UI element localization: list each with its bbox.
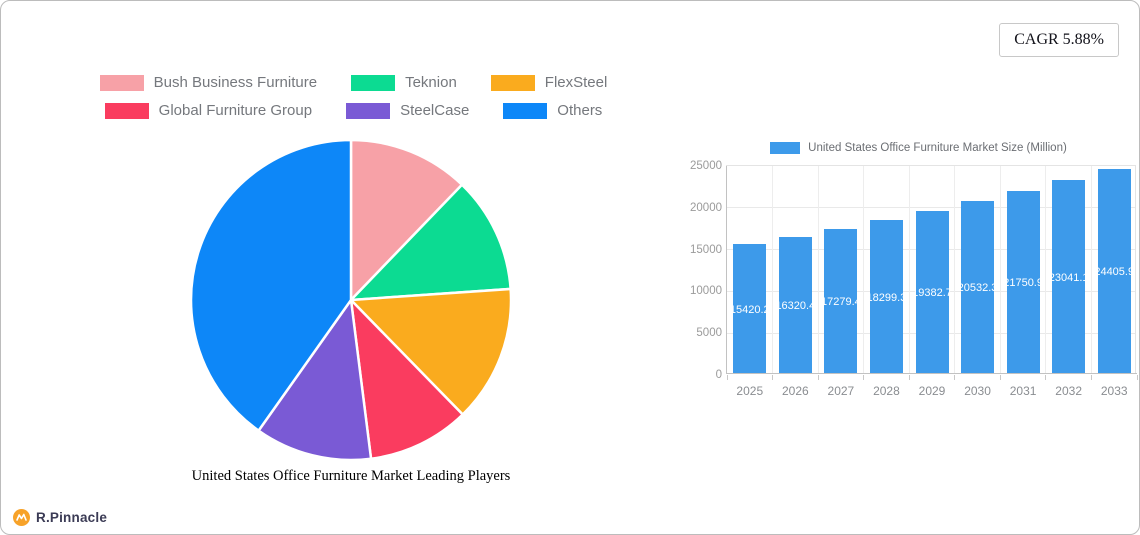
legend-item-global-furniture-group[interactable]: Global Furniture Group [104, 102, 313, 119]
gridline-vertical [817, 166, 819, 373]
bar-2030[interactable] [961, 201, 995, 373]
bar-2032[interactable] [1052, 180, 1086, 373]
x-axis-tick [1090, 375, 1092, 380]
pie-legend: Bush Business Furniture Teknion FlexSteel … [71, 74, 636, 119]
pinnacle-logo-icon [13, 509, 30, 526]
x-axis-tick [863, 375, 865, 380]
bar-2027[interactable] [824, 228, 858, 373]
y-axis-line [726, 166, 727, 373]
pie-legend-row-1: Bush Business Furniture Teknion FlexSteel [71, 74, 636, 91]
legend-swatch-global-furniture-group [104, 102, 149, 119]
x-axis-tick [726, 375, 728, 380]
x-axis-line [726, 373, 1137, 374]
gridline-horizontal [727, 207, 1135, 209]
legend-item-others[interactable]: Others [503, 102, 602, 119]
x-axis-tick-label: 2032 [1055, 384, 1082, 398]
x-axis-tick [1045, 375, 1047, 380]
bar-legend-label: United States Office Furniture Market Si… [808, 142, 1067, 154]
gridline-vertical [772, 166, 774, 373]
x-axis-tick-label: 2028 [873, 384, 900, 398]
bar-2026[interactable] [778, 236, 812, 373]
x-axis-tick [954, 375, 956, 380]
x-axis-tick-label: 2029 [918, 384, 946, 398]
legend-swatch-flexsteel [490, 74, 535, 91]
y-axis-tick-label: 5000 [696, 327, 722, 340]
pie-legend-row-2: Global Furniture Group SteelCase Others [71, 102, 636, 119]
y-axis-tick-label: 10000 [690, 285, 722, 298]
y-axis-tick-label: 15000 [690, 243, 722, 256]
legend-item-flexsteel[interactable]: FlexSteel [490, 74, 608, 91]
x-axis-tick-label: 2025 [736, 384, 764, 398]
gridline-vertical [954, 166, 956, 373]
y-axis-tick-label: 0 [715, 369, 722, 381]
bar-2031[interactable] [1006, 191, 1040, 373]
x-axis-tick-label: 2031 [1009, 384, 1037, 398]
pie-slice-steelcase[interactable] [257, 298, 373, 462]
x-axis-tick [908, 375, 910, 380]
x-axis-tick [1136, 375, 1138, 380]
gridline-vertical [1090, 166, 1092, 373]
brand: R.Pinnacle [13, 509, 107, 526]
bar-2025[interactable] [733, 244, 767, 373]
x-axis-tick-label: 2027 [827, 384, 855, 398]
legend-item-teknion[interactable]: Teknion [351, 74, 457, 91]
bar-chart: United States Office Furniture Market Si… [690, 142, 1139, 398]
x-axis-tick [999, 375, 1001, 380]
x-axis-tick [817, 375, 819, 380]
pie-slice-others[interactable] [189, 138, 353, 432]
y-axis-tick-label: 25000 [690, 160, 722, 172]
bar-2028[interactable] [869, 220, 903, 373]
bar-plot-area: 0 5000 10000 15000 20000 25000 15420.2 16320.4 1… [690, 160, 1138, 398]
pie-slice-bush-business-furniture[interactable] [349, 138, 464, 302]
legend-item-steelcase[interactable]: SteelCase [346, 102, 469, 119]
x-axis-tick-label: 2033 [1100, 384, 1128, 398]
legend-label: Teknion [405, 74, 457, 91]
legend-label: Others [557, 102, 603, 119]
legend-item-bush-business-furniture[interactable]: Bush Business Furniture [99, 74, 318, 91]
gridline-vertical [863, 166, 865, 373]
bar-legend-swatch [770, 142, 801, 154]
pie-slice-flexsteel[interactable] [349, 287, 513, 416]
pie-slice-teknion[interactable] [349, 183, 512, 302]
gridline-vertical [1045, 166, 1047, 373]
gridline-vertical [999, 166, 1001, 373]
legend-label: FlexSteel [544, 74, 608, 91]
legend-label: Global Furniture Group [158, 102, 313, 119]
cagr-badge: CAGR 5.88% [999, 23, 1119, 57]
bar-2033[interactable] [1097, 168, 1131, 373]
pie-chart [189, 138, 513, 462]
x-axis-tick-label: 2030 [964, 384, 991, 398]
legend-swatch-steelcase [346, 102, 391, 119]
bar-legend-item[interactable]: United States Office Furniture Market Si… [698, 142, 1139, 154]
brand-name: R.Pinnacle [36, 510, 108, 525]
legend-swatch-teknion [351, 74, 396, 91]
pie-slice-global-furniture-group[interactable] [349, 298, 464, 460]
x-axis-tick [772, 375, 774, 380]
gridline-vertical [908, 166, 910, 373]
legend-label: Bush Business Furniture [153, 74, 318, 91]
bar-2029[interactable] [915, 210, 949, 373]
x-axis-tick-label: 2026 [781, 384, 809, 398]
y-axis-tick-label: 20000 [690, 201, 722, 214]
legend-swatch-bush-business-furniture [99, 74, 144, 91]
legend-swatch-others [503, 102, 548, 119]
pie-chart-title: United States Office Furniture Market Le… [191, 468, 511, 484]
legend-label: SteelCase [400, 102, 470, 119]
